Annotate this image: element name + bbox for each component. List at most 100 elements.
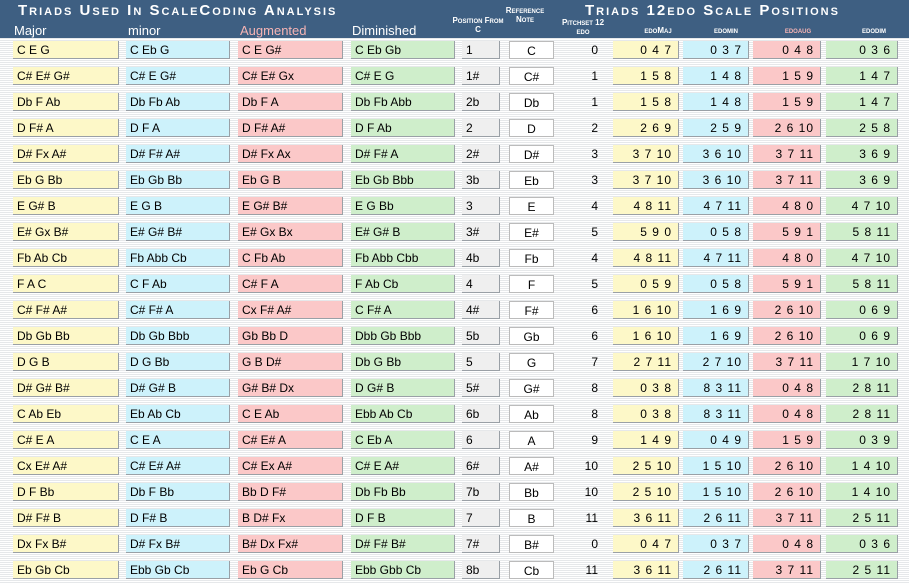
- diminished-triad-cell[interactable]: E# G# B: [351, 223, 455, 241]
- edo-minor-cell[interactable]: 1 4 8: [683, 67, 749, 85]
- edo-diminished-cell[interactable]: 1 7 10: [826, 353, 898, 371]
- diminished-triad-cell[interactable]: Fb Abb Cbb: [351, 249, 455, 267]
- edo-augmented-cell[interactable]: 5 9 1: [753, 223, 821, 241]
- edo-minor-cell[interactable]: 0 3 7: [683, 41, 749, 59]
- pitchset-cell[interactable]: 10: [584, 459, 598, 473]
- edo-diminished-cell[interactable]: 2 5 11: [826, 509, 898, 527]
- position-cell[interactable]: 6: [462, 431, 500, 449]
- diminished-triad-cell[interactable]: E G Bb: [351, 197, 455, 215]
- edo-major-cell[interactable]: 0 4 7: [613, 535, 679, 553]
- edo-diminished-cell[interactable]: 4 7 10: [826, 197, 898, 215]
- reference-note-cell[interactable]: D: [509, 119, 554, 137]
- major-triad-cell[interactable]: C# E# G#: [13, 67, 119, 85]
- pitchset-cell[interactable]: 11: [585, 563, 598, 577]
- diminished-triad-cell[interactable]: C Eb Gb: [351, 41, 455, 59]
- edo-major-cell[interactable]: 0 5 9: [613, 275, 679, 293]
- reference-note-cell[interactable]: Eb: [509, 171, 554, 189]
- edo-diminished-cell[interactable]: 0 6 9: [826, 301, 898, 319]
- edo-augmented-cell[interactable]: 5 9 1: [753, 275, 821, 293]
- edo-augmented-cell[interactable]: 0 4 8: [753, 405, 821, 423]
- pitchset-cell[interactable]: 7: [591, 355, 598, 369]
- edo-augmented-cell[interactable]: 0 4 8: [753, 535, 821, 553]
- minor-triad-cell[interactable]: Db Gb Bbb: [126, 327, 230, 345]
- minor-triad-cell[interactable]: C Eb G: [126, 41, 230, 59]
- position-cell[interactable]: 6#: [462, 457, 500, 475]
- augmented-triad-cell[interactable]: C# F A: [238, 275, 343, 293]
- diminished-triad-cell[interactable]: C# E A#: [351, 457, 455, 475]
- reference-note-cell[interactable]: B#: [509, 535, 554, 553]
- edo-diminished-cell[interactable]: 4 7 10: [826, 249, 898, 267]
- edo-minor-cell[interactable]: 0 5 8: [683, 275, 749, 293]
- diminished-triad-cell[interactable]: C F# A: [351, 301, 455, 319]
- reference-note-cell[interactable]: Fb: [509, 249, 554, 267]
- major-triad-cell[interactable]: D# F# B: [13, 509, 119, 527]
- edo-minor-cell[interactable]: 3 6 10: [683, 145, 749, 163]
- augmented-triad-cell[interactable]: B# Dx Fx#: [238, 535, 343, 553]
- minor-triad-cell[interactable]: D# G# B: [126, 379, 230, 397]
- diminished-triad-cell[interactable]: C Eb A: [351, 431, 455, 449]
- edo-major-cell[interactable]: 1 6 10: [613, 301, 679, 319]
- edo-diminished-cell[interactable]: 3 6 9: [826, 145, 898, 163]
- diminished-triad-cell[interactable]: D F Ab: [351, 119, 455, 137]
- edo-major-cell[interactable]: 3 6 11: [613, 561, 679, 579]
- reference-note-cell[interactable]: D#: [509, 145, 554, 163]
- position-cell[interactable]: 1#: [462, 67, 500, 85]
- edo-minor-cell[interactable]: 2 7 10: [683, 353, 749, 371]
- position-cell[interactable]: 5b: [462, 327, 500, 345]
- minor-triad-cell[interactable]: Fb Abb Cb: [126, 249, 230, 267]
- pitchset-cell[interactable]: 10: [584, 485, 598, 499]
- edo-major-cell[interactable]: 0 4 7: [613, 41, 679, 59]
- edo-minor-cell[interactable]: 0 5 8: [683, 223, 749, 241]
- edo-diminished-cell[interactable]: 1 4 7: [826, 93, 898, 111]
- edo-augmented-cell[interactable]: 2 6 10: [753, 327, 821, 345]
- edo-major-cell[interactable]: 0 3 8: [613, 405, 679, 423]
- edo-major-cell[interactable]: 2 6 9: [613, 119, 679, 137]
- diminished-triad-cell[interactable]: C# E G: [351, 67, 455, 85]
- edo-major-cell[interactable]: 1 5 8: [613, 93, 679, 111]
- edo-diminished-cell[interactable]: 0 6 9: [826, 327, 898, 345]
- augmented-triad-cell[interactable]: D F# A#: [238, 119, 343, 137]
- major-triad-cell[interactable]: E G# B: [13, 197, 119, 215]
- edo-minor-cell[interactable]: 1 5 10: [683, 457, 749, 475]
- minor-triad-cell[interactable]: Eb Ab Cb: [126, 405, 230, 423]
- position-cell[interactable]: 3b: [462, 171, 500, 189]
- reference-note-cell[interactable]: F#: [509, 301, 554, 319]
- edo-diminished-cell[interactable]: 1 4 7: [826, 67, 898, 85]
- position-cell[interactable]: 2#: [462, 145, 500, 163]
- position-cell[interactable]: 3#: [462, 223, 500, 241]
- edo-major-cell[interactable]: 1 5 8: [613, 67, 679, 85]
- minor-triad-cell[interactable]: C# F# A: [126, 301, 230, 319]
- augmented-triad-cell[interactable]: C# Ex A#: [238, 457, 343, 475]
- diminished-triad-cell[interactable]: Db Fb Bb: [351, 483, 455, 501]
- edo-augmented-cell[interactable]: 3 7 11: [753, 509, 821, 527]
- augmented-triad-cell[interactable]: Cx F# A#: [238, 301, 343, 319]
- major-triad-cell[interactable]: Eb G Bb: [13, 171, 119, 189]
- diminished-triad-cell[interactable]: Eb Gb Bbb: [351, 171, 455, 189]
- edo-minor-cell[interactable]: 3 6 10: [683, 171, 749, 189]
- major-triad-cell[interactable]: D G B: [13, 353, 119, 371]
- position-cell[interactable]: 4: [462, 275, 500, 293]
- pitchset-cell[interactable]: 8: [591, 381, 598, 395]
- augmented-triad-cell[interactable]: C E Ab: [238, 405, 343, 423]
- reference-note-cell[interactable]: G#: [509, 379, 554, 397]
- edo-augmented-cell[interactable]: 0 4 8: [753, 41, 821, 59]
- position-cell[interactable]: 5: [462, 353, 500, 371]
- edo-augmented-cell[interactable]: 2 6 10: [753, 483, 821, 501]
- edo-major-cell[interactable]: 3 7 10: [613, 145, 679, 163]
- minor-triad-cell[interactable]: Ebb Gb Cb: [126, 561, 230, 579]
- augmented-triad-cell[interactable]: C# E# A: [238, 431, 343, 449]
- edo-minor-cell[interactable]: 1 4 8: [683, 93, 749, 111]
- edo-minor-cell[interactable]: 4 7 11: [683, 249, 749, 267]
- diminished-triad-cell[interactable]: F Ab Cb: [351, 275, 455, 293]
- position-cell[interactable]: 7b: [462, 483, 500, 501]
- major-triad-cell[interactable]: Db Gb Bb: [13, 327, 119, 345]
- reference-note-cell[interactable]: Ab: [509, 405, 554, 423]
- major-triad-cell[interactable]: Eb Gb Cb: [13, 561, 119, 579]
- pitchset-cell[interactable]: 1: [591, 95, 598, 109]
- edo-major-cell[interactable]: 2 5 10: [613, 457, 679, 475]
- augmented-triad-cell[interactable]: B D# Fx: [238, 509, 343, 527]
- pitchset-cell[interactable]: 3: [591, 173, 598, 187]
- edo-major-cell[interactable]: 2 7 11: [613, 353, 679, 371]
- edo-major-cell[interactable]: 5 9 0: [613, 223, 679, 241]
- major-triad-cell[interactable]: Dx Fx B#: [13, 535, 119, 553]
